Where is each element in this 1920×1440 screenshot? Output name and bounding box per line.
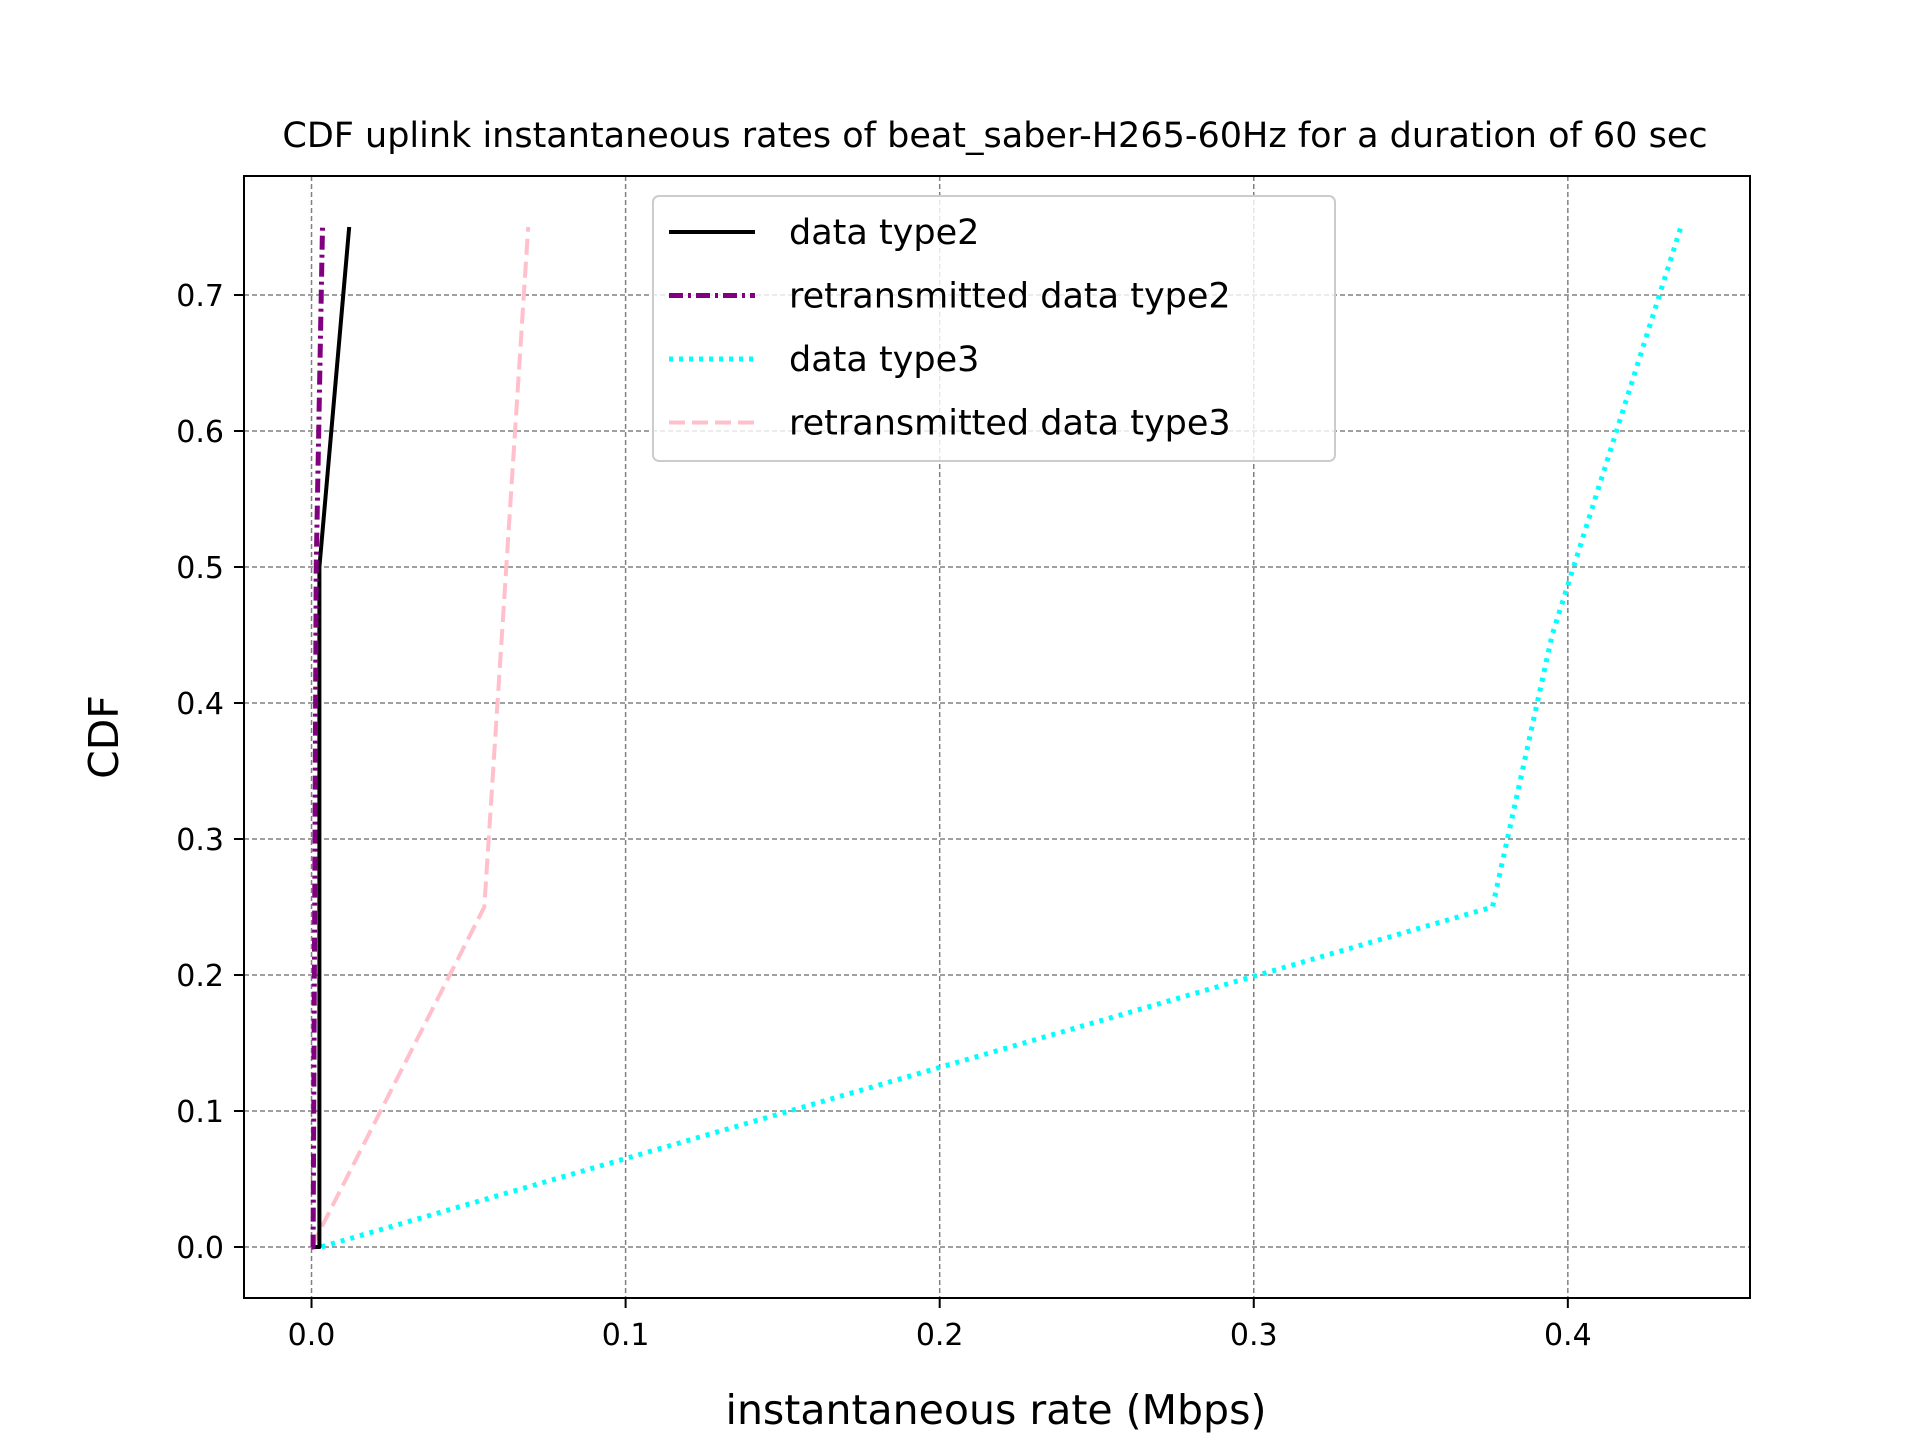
- y-tick-label: 0.2: [176, 959, 224, 994]
- y-tick-label: 0.7: [176, 279, 224, 314]
- x-tick-label: 0.3: [1230, 1318, 1278, 1353]
- series-line-3: [311, 226, 1684, 1250]
- x-tick-label: 0.0: [288, 1318, 336, 1353]
- series-lines: [309, 226, 1684, 1250]
- x-tick-label: 0.4: [1544, 1318, 1592, 1353]
- legend-label: data type2: [789, 213, 979, 253]
- y-tick-label: 0.0: [176, 1231, 224, 1266]
- x-tick-label: 0.1: [602, 1318, 650, 1353]
- legend-box: [652, 195, 1336, 462]
- legend-label: retransmitted data type2: [789, 277, 1231, 317]
- legend-label: retransmitted data type3: [789, 404, 1231, 444]
- y-tick-label: 0.5: [176, 551, 224, 586]
- x-tick-label: 0.2: [916, 1318, 964, 1353]
- legend: data type2 retransmitted data type2 data t…: [652, 195, 1336, 462]
- plot-frame: [243, 175, 1751, 1299]
- series-line-2: [310, 226, 325, 1250]
- y-tick-label: 0.4: [176, 687, 224, 722]
- y-axis-title: CDF: [80, 695, 128, 779]
- legend-label: data type3: [789, 340, 979, 380]
- series-line-4: [309, 226, 531, 1248]
- y-tick-label: 0.3: [176, 823, 224, 858]
- series-line-1: [311, 226, 352, 1249]
- chart-title: CDF uplink instantaneous rates of beat_s…: [282, 116, 1707, 156]
- y-tick-label: 0.1: [176, 1095, 224, 1130]
- y-tick-label: 0.6: [176, 415, 224, 450]
- x-axis-title: instantaneous rate (Mbps): [726, 1386, 1267, 1434]
- axis-ticks: 0.0 0.1 0.2 0.3 0.4 0.0 0.1 0.2 0.3 0.4 0.5 0.6 0.7: [176, 279, 1591, 1353]
